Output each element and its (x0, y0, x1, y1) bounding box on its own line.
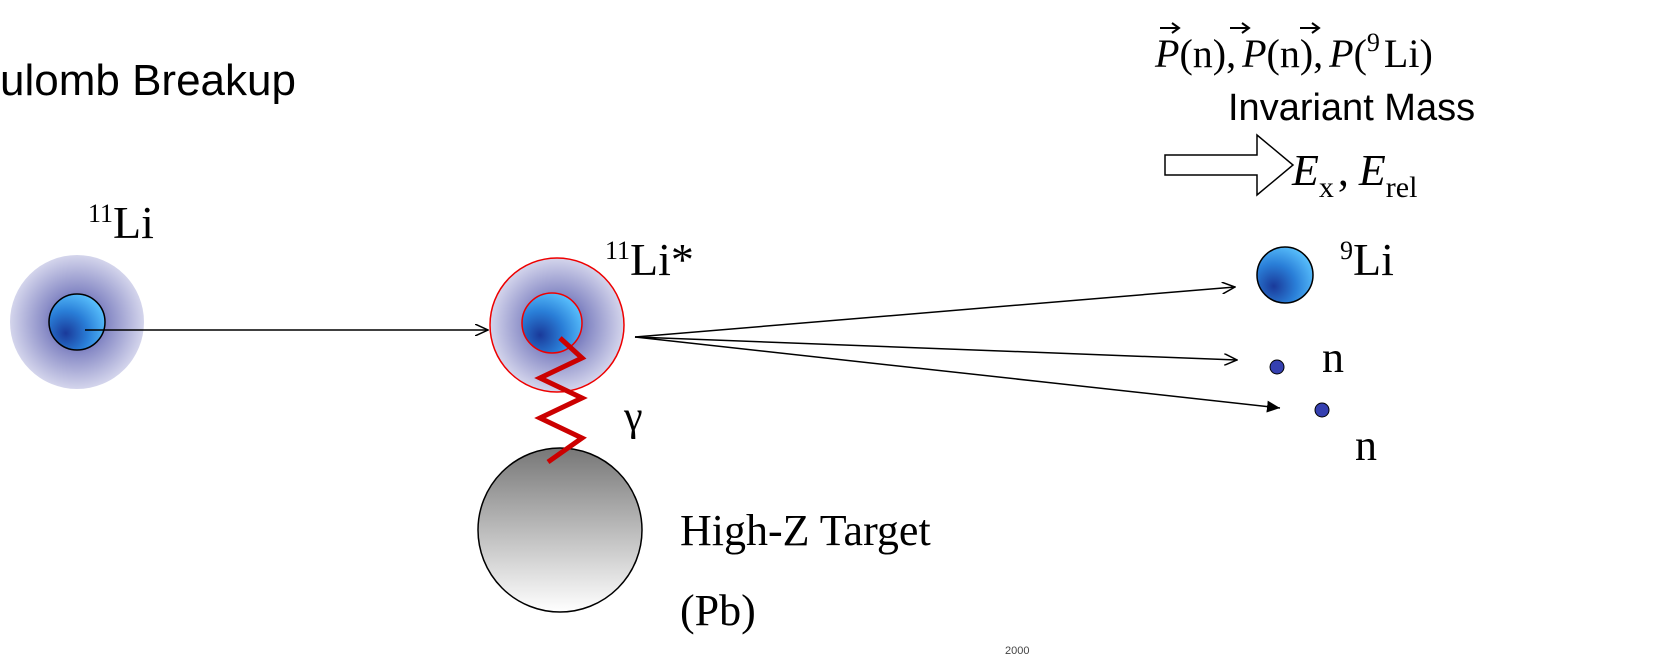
text-part: Li (113, 197, 154, 248)
text-part: 9 (1367, 28, 1380, 57)
text-part: (n), (1267, 31, 1324, 76)
title: ulomb Breakup (0, 56, 296, 105)
text-part: P (1154, 31, 1179, 76)
diagram: ulomb Breakup 11Li 11Li* γ High-Z Target… (0, 0, 1672, 662)
text-part: P (1241, 31, 1266, 76)
method: Invariant Mass (1228, 87, 1475, 129)
fragment (1257, 247, 1313, 303)
target-material: (Pb) (680, 586, 756, 635)
fragment-label: 9Li (1340, 234, 1394, 285)
footer: 2000 (1005, 645, 1029, 657)
core (522, 293, 582, 353)
text-part: ( (1354, 31, 1367, 76)
text-part: 11 (605, 236, 630, 265)
neutron (1270, 360, 1284, 374)
track (635, 287, 1235, 337)
target-label: High-Z Target (680, 506, 931, 555)
text-part: rel (1386, 171, 1418, 204)
text-part: , (1338, 146, 1349, 195)
fragment-label: n (1322, 333, 1344, 382)
text-part: x (1319, 171, 1334, 204)
text-part: Li (1353, 234, 1394, 285)
text-part: 11 (88, 199, 113, 228)
text-part: (n), (1179, 31, 1236, 76)
fragment-label: n (1355, 421, 1377, 470)
neutron (1315, 403, 1329, 417)
projectile-label: 11Li (88, 197, 154, 248)
text-part: 9 (1340, 236, 1353, 265)
photon-label: γ (623, 394, 643, 440)
excited-label: 11Li* (605, 234, 694, 285)
text-part: Li) (1384, 31, 1433, 76)
text-part: P (1328, 31, 1353, 76)
track (635, 337, 1280, 408)
text-part: E (1291, 146, 1319, 195)
hollow-arrow (1165, 135, 1293, 195)
track (635, 337, 1237, 360)
text-part: E (1358, 146, 1386, 195)
core (49, 294, 105, 350)
target (478, 448, 642, 612)
result: Ex,Erel (1291, 146, 1417, 204)
text-part: Li* (630, 234, 694, 285)
